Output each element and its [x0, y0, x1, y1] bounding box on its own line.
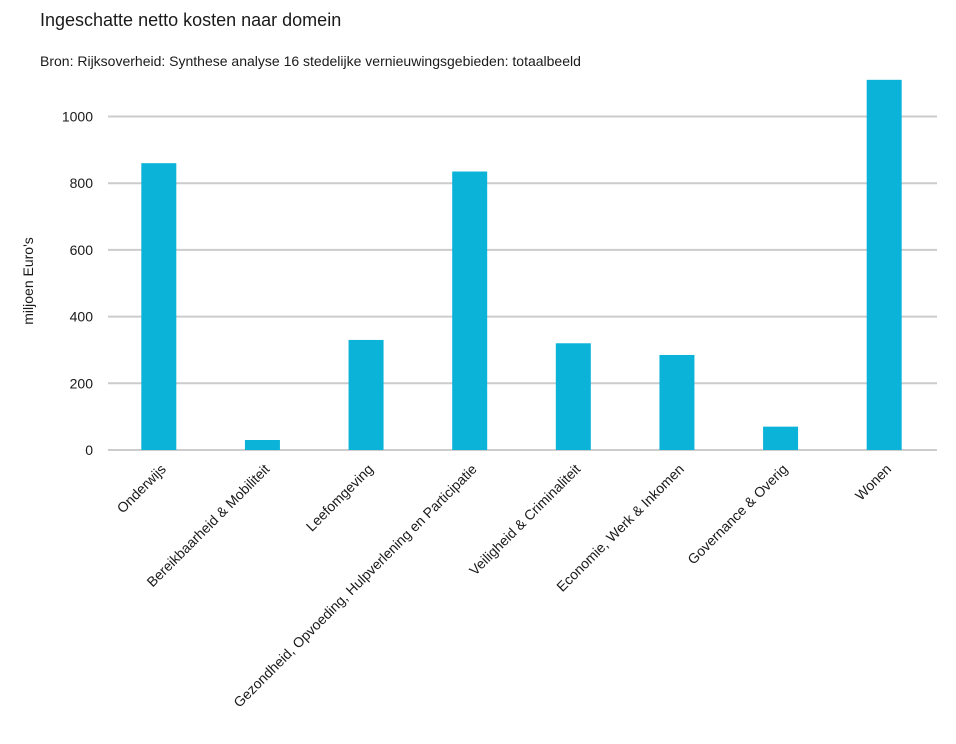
y-tick-label: 400: [70, 309, 94, 325]
y-tick-label: 0: [85, 442, 93, 458]
bar-wonen: [866, 79, 902, 450]
bar-gezondheid-opvoeding-hulpverlening-en-participatie: [452, 171, 488, 450]
chart-title: Ingeschatte netto kosten naar domein: [40, 10, 342, 30]
bar-onderwijs: [141, 163, 177, 450]
bar-leefomgeving: [348, 339, 384, 450]
y-tick-label: 800: [70, 175, 94, 191]
x-tick-label: Bereikbaarheid & Mobiliteit: [143, 461, 272, 590]
chart-subtitle: Bron: Rijksoverheid: Synthese analyse 16…: [40, 53, 581, 69]
bar-veiligheid-criminaliteit: [555, 343, 591, 450]
x-tick-label: Veiligheid & Criminaliteit: [466, 461, 584, 579]
bar-economie-werk-inkomen: [659, 354, 695, 450]
bar-governance-overig: [763, 426, 799, 450]
y-tick-labels: 0 200 400 600 800 1000: [62, 109, 93, 459]
y-tick-label: 600: [70, 242, 94, 258]
x-tick-label: Onderwijs: [114, 461, 169, 516]
x-tick-label: Gezondheid, Opvoeding, Hulpverlening en …: [230, 461, 480, 711]
x-tick-label: Governance & Overig: [684, 461, 791, 568]
y-tick-label: 1000: [62, 109, 93, 125]
bar-bereikbaarheid-mobiliteit: [244, 439, 280, 450]
gridlines: [108, 115, 937, 451]
y-tick-label: 200: [70, 375, 94, 391]
x-tick-label: Leefomgeving: [303, 461, 377, 535]
y-axis-title: miljoen Euro's: [20, 237, 36, 325]
bars: [141, 79, 902, 450]
x-tick-label: Wonen: [852, 461, 895, 504]
